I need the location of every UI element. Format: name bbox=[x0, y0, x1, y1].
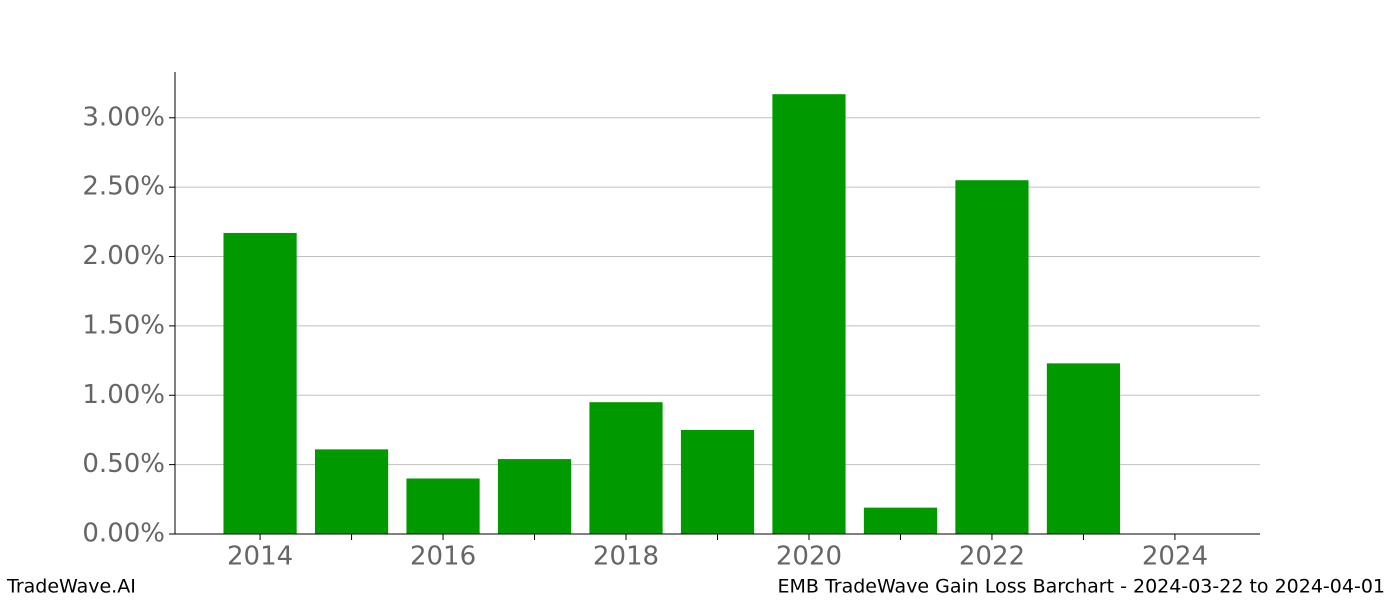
bar bbox=[406, 478, 480, 534]
watermark: TradeWave.AI bbox=[6, 576, 136, 598]
bar bbox=[863, 507, 938, 534]
x-tick-label: 2014 bbox=[227, 542, 293, 572]
bar bbox=[223, 232, 297, 534]
y-tick-label: 3.00% bbox=[82, 102, 165, 132]
bar bbox=[955, 180, 1029, 534]
bar bbox=[314, 449, 389, 534]
x-tick-label: 2022 bbox=[959, 542, 1025, 572]
y-tick-label: 2.50% bbox=[82, 172, 165, 202]
y-tick-label: 1.50% bbox=[82, 310, 165, 340]
bar bbox=[589, 402, 663, 534]
y-tick-label: 0.00% bbox=[82, 519, 165, 549]
x-tick-label: 2020 bbox=[776, 542, 842, 572]
y-tick-label: 2.00% bbox=[82, 241, 165, 271]
bar bbox=[497, 459, 572, 534]
x-tick-label: 2024 bbox=[1142, 542, 1208, 572]
bar bbox=[680, 429, 755, 534]
chart-title: EMB TradeWave Gain Loss Barchart - 2024-… bbox=[777, 576, 1385, 598]
bar bbox=[1046, 363, 1121, 534]
bar bbox=[772, 94, 846, 535]
y-tick-label: 1.00% bbox=[82, 380, 165, 410]
y-tick-label: 0.50% bbox=[82, 449, 165, 479]
x-tick-label: 2018 bbox=[593, 542, 659, 572]
x-tick-label: 2016 bbox=[410, 542, 476, 572]
